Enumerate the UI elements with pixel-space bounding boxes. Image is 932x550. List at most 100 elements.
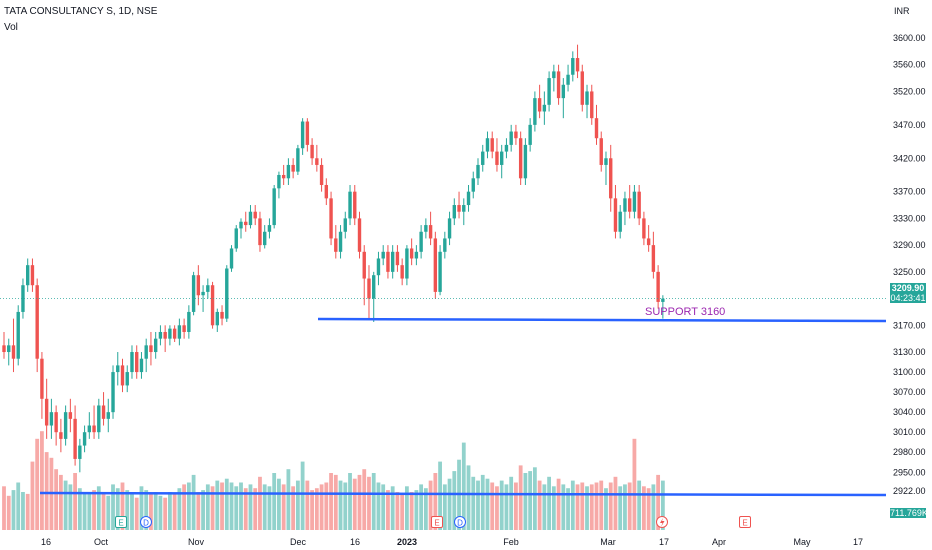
volume-bar: [139, 486, 144, 530]
volume-bar: [220, 482, 224, 530]
candle-body: [21, 285, 25, 312]
volume-bar: [414, 490, 419, 530]
lightning-glyph: [660, 518, 665, 527]
volume-bar: [651, 484, 656, 530]
volume-bar: [63, 480, 68, 530]
candle-body: [661, 298, 665, 302]
volume-bar: [528, 471, 533, 530]
marker-letter: E: [434, 519, 439, 528]
candle-body: [158, 331, 163, 339]
volume-bar: [191, 474, 196, 530]
earnings-marker[interactable]: E: [739, 516, 751, 528]
volume-bar: [291, 486, 296, 530]
earnings-badge-shape: [431, 516, 443, 528]
volume-bar: [163, 497, 168, 530]
volume-bar: [376, 482, 381, 530]
candle-body: [613, 198, 618, 232]
support-line-3160[interactable]: [317, 317, 887, 323]
price-tick-label: 3010.00: [893, 427, 926, 437]
volume-bar: [514, 482, 518, 530]
earnings-marker[interactable]: E: [431, 516, 443, 528]
date-tick-label: 17: [853, 537, 863, 547]
candle-body: [315, 158, 319, 165]
volume-bar: [476, 480, 480, 530]
candle-body: [2, 345, 6, 353]
candle-body: [135, 352, 139, 373]
candle-body: [30, 265, 35, 286]
candle-body: [11, 345, 16, 359]
support-lines[interactable]: [39, 317, 887, 497]
volume-bar: [2, 486, 6, 530]
candle-body: [267, 225, 272, 232]
dividend-marker[interactable]: D: [140, 516, 152, 528]
volume-label[interactable]: Vol: [4, 22, 18, 33]
price-axis[interactable]: 3600.00 3560.00 3520.00 3470.00 3420.00 3370.…: [893, 33, 926, 496]
volume-bar: [272, 473, 277, 530]
candle-body: [575, 58, 580, 72]
last-price-value: 3209.90: [891, 283, 925, 293]
candle-body: [16, 311, 20, 359]
candle-body: [191, 275, 196, 312]
symbol-title[interactable]: TATA CONSULTANCY S, 1D, NSE: [4, 6, 158, 17]
volume-bar: [357, 474, 362, 530]
volume-bar: [215, 480, 220, 530]
volume-bar: [452, 471, 457, 530]
candle-body: [646, 238, 651, 246]
volume-bar: [286, 469, 291, 530]
candle-body: [357, 218, 362, 252]
volume-trend-line[interactable]: [39, 491, 887, 497]
volume-bar: [92, 490, 96, 530]
candle-body: [139, 358, 144, 373]
volume-bar: [196, 492, 201, 530]
last-price-tag: 3209.90 04:23:41: [890, 283, 926, 303]
candle-body: [177, 325, 182, 339]
candle-body: [566, 74, 570, 85]
time-axis[interactable]: 16 Oct Nov Dec 16 2023 Feb Mar 17 Apr May 17: [41, 537, 863, 547]
candle-body: [82, 432, 87, 446]
lightning-icon[interactable]: [656, 516, 668, 528]
candle-body: [400, 265, 404, 279]
volume-bar: [338, 480, 343, 530]
marker-letter: E: [118, 519, 123, 528]
volume-bar: [158, 495, 163, 530]
candle-body: [116, 365, 120, 373]
volume-bar: [229, 482, 234, 530]
marker-letter: D: [143, 519, 149, 528]
candle-body: [495, 151, 499, 165]
earnings-marker[interactable]: E: [115, 516, 127, 528]
volume-bar: [433, 473, 438, 530]
volume-bar: [613, 476, 618, 530]
volume-bar: [258, 476, 262, 530]
volume-bar: [428, 480, 433, 530]
candle-body: [277, 174, 281, 189]
volume-bar: [58, 474, 63, 530]
candle-body: [438, 251, 442, 292]
candle-body: [594, 118, 599, 139]
dividend-marker[interactable]: D: [454, 516, 466, 528]
volume-bar: [447, 478, 452, 530]
volume-bar: [400, 493, 405, 530]
date-tick-label: Oct: [94, 537, 109, 547]
candle-body: [296, 148, 300, 172]
volume-bar: [367, 476, 371, 530]
volume-bar: [442, 484, 447, 530]
price-tick-label: 3600.00: [893, 33, 926, 43]
volume-bar: [120, 482, 125, 530]
support-annotation[interactable]: SUPPORT 3160: [645, 306, 725, 318]
volume-bar: [248, 484, 253, 530]
volume-bar: [106, 495, 111, 530]
candle-body: [533, 98, 537, 125]
candle-body: [130, 352, 134, 373]
date-tick-label: 16: [41, 537, 51, 547]
volume-bar: [314, 488, 319, 530]
volume-bar: [490, 482, 495, 530]
candle-body: [552, 71, 556, 79]
volume-bar: [348, 473, 352, 530]
candle-body: [419, 231, 423, 252]
candle-body: [485, 138, 490, 152]
volume-bar: [504, 484, 509, 530]
volume-bar: [239, 482, 243, 530]
candle-body: [120, 365, 125, 386]
